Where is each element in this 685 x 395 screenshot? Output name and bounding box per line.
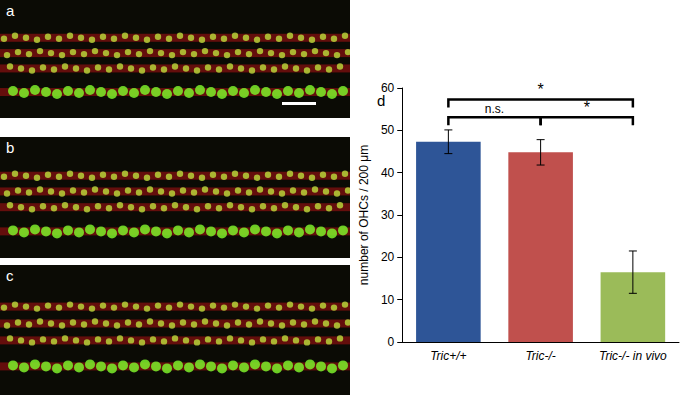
svg-text:50: 50 [381, 123, 395, 137]
svg-text:30: 30 [381, 208, 395, 222]
svg-text:10: 10 [381, 293, 395, 307]
html-text:b: b [6, 139, 15, 156]
svg-text:Tric-/- in vivo: Tric-/- in vivo [599, 349, 667, 363]
svg-text:*: * [584, 99, 590, 116]
svg-text:n.s.: n.s. [485, 102, 504, 116]
svg-text:*: * [538, 81, 544, 98]
svg-text:20: 20 [381, 250, 395, 264]
svg-text:number of OHCs / 200 μm: number of OHCs / 200 μm [357, 145, 371, 285]
svg-text:40: 40 [381, 166, 395, 180]
svg-text:0: 0 [388, 335, 395, 349]
svg-text:Tric+/+: Tric+/+ [430, 349, 466, 363]
svg-text:60: 60 [381, 81, 395, 95]
html-text:a: a [6, 2, 15, 19]
svg-text:Tric-/-: Tric-/- [525, 349, 555, 363]
html-text:d: d [377, 92, 386, 109]
html-text:c: c [6, 267, 14, 284]
